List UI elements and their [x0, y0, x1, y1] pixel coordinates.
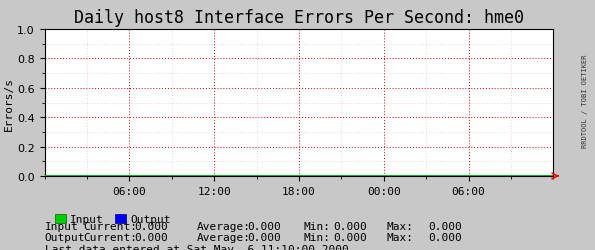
Text: RRDTOOL / TOBI OETIKER: RRDTOOL / TOBI OETIKER: [583, 55, 588, 148]
Text: 0.000: 0.000: [134, 221, 168, 231]
Text: 0.000: 0.000: [134, 232, 168, 242]
Text: Output: Output: [45, 232, 85, 242]
Text: Average:: Average:: [196, 232, 250, 242]
Legend: Input, Output: Input, Output: [50, 209, 176, 229]
Y-axis label: Errors/s: Errors/s: [4, 76, 14, 130]
Text: Max:: Max:: [387, 221, 414, 231]
Text: 0.000: 0.000: [333, 232, 367, 242]
Text: 0.000: 0.000: [247, 221, 281, 231]
Text: Input: Input: [45, 221, 79, 231]
Text: Min:: Min:: [303, 221, 330, 231]
Text: Min:: Min:: [303, 232, 330, 242]
Title: Daily host8 Interface Errors Per Second: hme0: Daily host8 Interface Errors Per Second:…: [74, 9, 524, 27]
Text: Current:: Current:: [83, 221, 137, 231]
Text: 0.000: 0.000: [428, 221, 462, 231]
Text: 0.000: 0.000: [333, 221, 367, 231]
Text: 0.000: 0.000: [428, 232, 462, 242]
Text: 0.000: 0.000: [247, 232, 281, 242]
Text: Current:: Current:: [83, 232, 137, 242]
Text: Max:: Max:: [387, 232, 414, 242]
Text: Last data entered at Sat May  6 11:10:00 2000.: Last data entered at Sat May 6 11:10:00 …: [45, 244, 355, 250]
Text: Average:: Average:: [196, 221, 250, 231]
